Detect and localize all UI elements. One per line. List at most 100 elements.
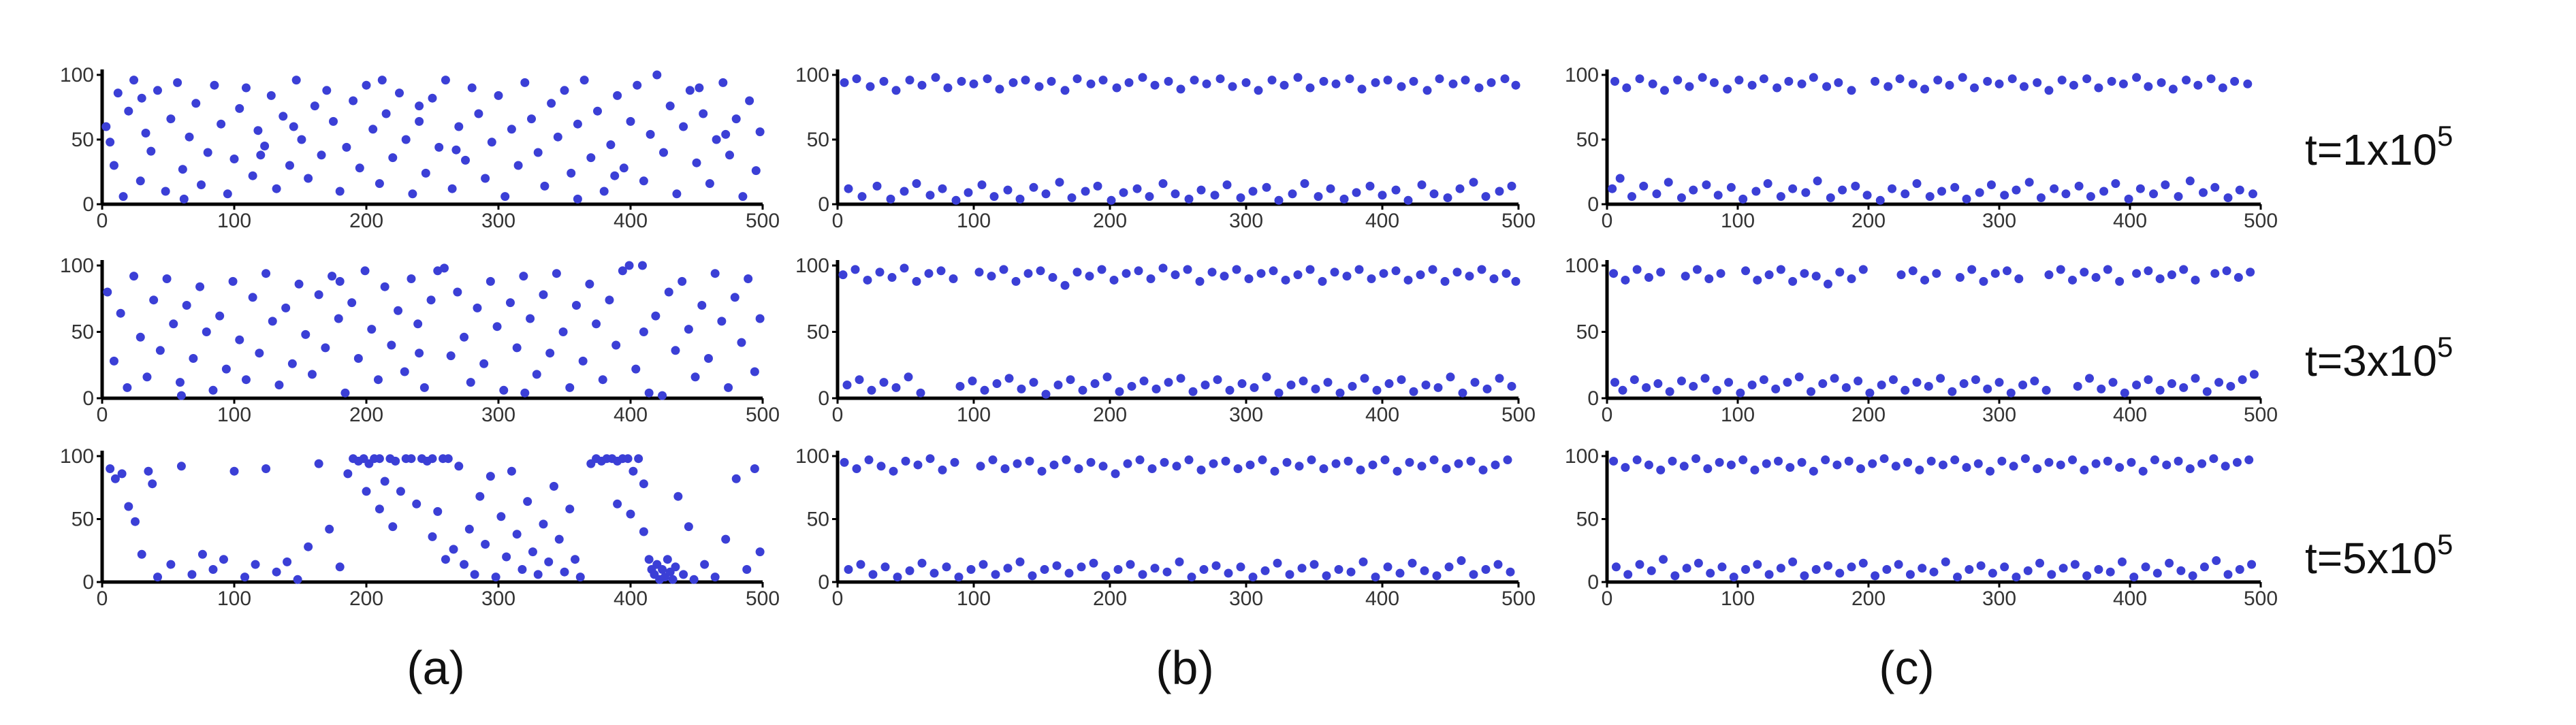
data-point [1190, 76, 1199, 85]
data-point [916, 388, 925, 398]
data-point [1113, 565, 1123, 574]
data-point [1495, 374, 1504, 383]
data-point [2120, 388, 2129, 398]
data-point [2068, 275, 2078, 285]
data-point [1618, 385, 1627, 395]
data-point [1903, 457, 1913, 467]
data-point [1937, 187, 1947, 196]
y-tick-label: 100 [795, 445, 829, 468]
x-tick-label: 0 [1602, 404, 1613, 426]
data-point [217, 119, 226, 129]
y-tick-label: 50 [807, 129, 829, 151]
data-point [2107, 77, 2116, 86]
x-tick-label: 200 [1093, 404, 1127, 426]
data-point [1011, 276, 1021, 286]
data-point [2108, 378, 2118, 387]
data-point [229, 155, 239, 163]
data-point [1458, 388, 1467, 398]
data-point [129, 76, 139, 85]
data-point [1435, 74, 1444, 84]
x-tick-label: 300 [481, 210, 515, 232]
y-tick-label: 100 [795, 64, 829, 86]
data-point [1868, 459, 1877, 468]
data-point [977, 180, 987, 189]
data-point [215, 311, 225, 321]
data-point [197, 549, 207, 559]
data-point [1098, 76, 1108, 85]
data-point [1932, 269, 1941, 278]
data-point [1741, 266, 1751, 276]
data-point [610, 171, 620, 180]
data-point [969, 79, 979, 88]
data-point [1741, 565, 1751, 574]
data-point [1319, 77, 1329, 86]
data-point [1357, 84, 1367, 94]
x-tick-label: 500 [1501, 587, 1536, 610]
data-point [473, 303, 482, 312]
data-point [1800, 269, 1809, 278]
data-point [1698, 73, 1707, 82]
data-point [1299, 376, 1308, 386]
x-tick-label: 0 [832, 210, 844, 232]
data-point [1067, 193, 1077, 202]
x-tick-label: 200 [349, 587, 383, 610]
data-point [1151, 384, 1161, 393]
data-point [1126, 560, 1135, 569]
data-point [974, 268, 984, 277]
data-point [679, 122, 688, 131]
data-point [353, 354, 363, 363]
data-point [1507, 381, 1516, 391]
data-point [1378, 191, 1387, 200]
scatter-panel-r1-b: 0 100 200 300 400 500 0 50 100 [795, 64, 1536, 232]
y-tick-label: 50 [1576, 509, 1599, 531]
data-point [304, 542, 313, 551]
data-point [1454, 459, 1463, 468]
data-point [1269, 266, 1278, 276]
x-tick-label: 400 [1365, 404, 1399, 426]
data-point [664, 287, 673, 297]
data-point [731, 474, 741, 483]
data-point [1495, 187, 1504, 196]
data-point [1716, 269, 1726, 278]
data-point [1107, 195, 1116, 205]
data-point [375, 454, 384, 464]
data-point [1112, 83, 1122, 93]
data-point [1813, 176, 1822, 186]
x-tick-label: 500 [746, 404, 780, 426]
data-point [1955, 273, 1965, 283]
data-point [248, 171, 257, 180]
data-point [518, 565, 527, 574]
data-point [2115, 463, 2125, 472]
data-point [439, 263, 449, 273]
x-tick-label: 0 [832, 404, 844, 426]
data-point [585, 279, 594, 289]
data-point [838, 270, 848, 280]
data-point [1858, 265, 1868, 274]
data-point [1474, 83, 1484, 93]
data-point [507, 466, 516, 476]
data-point [533, 148, 543, 157]
data-point [912, 276, 921, 286]
data-point [1233, 464, 1243, 473]
data-point [1196, 185, 1206, 195]
data-point [692, 158, 701, 167]
data-point [1138, 73, 1147, 82]
data-point [1297, 564, 1307, 573]
data-point [943, 83, 953, 93]
data-point [1685, 82, 1694, 91]
data-point [2199, 562, 2209, 572]
data-point [1305, 83, 1315, 93]
data-point [1429, 455, 1439, 465]
data-point [917, 558, 927, 568]
data-point [1221, 456, 1230, 466]
data-point [1211, 561, 1221, 570]
data-point [931, 73, 940, 82]
data-point [1037, 466, 1047, 476]
data-point [340, 388, 350, 398]
data-point [987, 272, 996, 281]
data-point [2152, 568, 2162, 578]
data-point [1738, 194, 1748, 204]
data-point [1994, 378, 2004, 387]
data-point [1466, 456, 1476, 466]
data-point [900, 263, 909, 273]
